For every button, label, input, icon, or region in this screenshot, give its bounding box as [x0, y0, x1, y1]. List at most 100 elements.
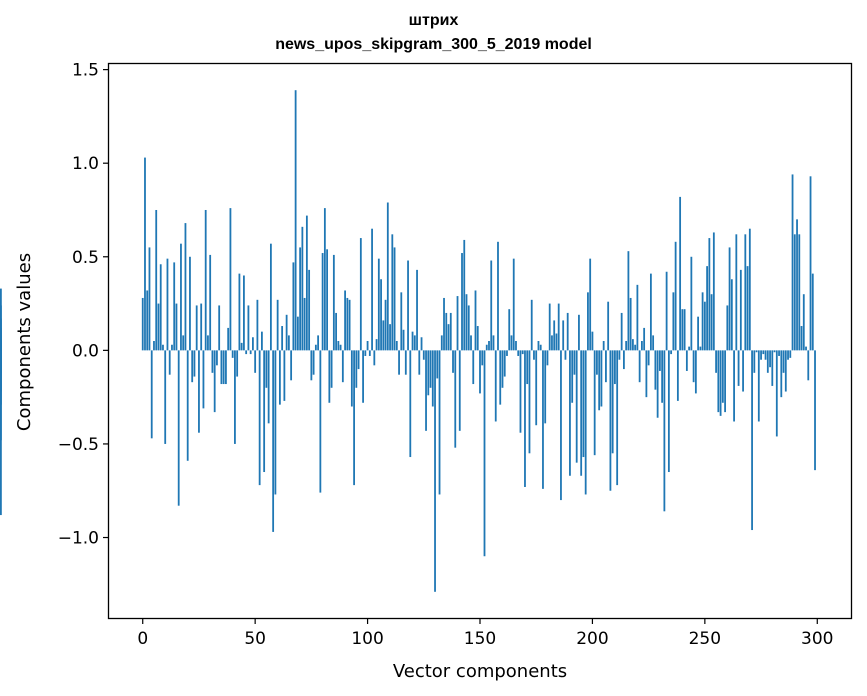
bar-72 [303, 297, 306, 351]
bar-210 [614, 350, 616, 385]
bar-257 [719, 350, 722, 416]
bar-266 [739, 269, 742, 351]
bar-260 [726, 305, 729, 351]
bar-246 [694, 350, 697, 394]
bar-108 [384, 299, 387, 351]
bar-138 [452, 350, 454, 373]
bar-18 [182, 335, 185, 351]
y-tick-label: −0.5 [58, 435, 99, 455]
bar-166 [515, 341, 517, 351]
bar-23 [193, 350, 196, 377]
x-axis-label: Vector components [393, 661, 567, 682]
bar-65 [287, 335, 290, 351]
bar-94 [353, 350, 355, 486]
bar-261 [728, 247, 731, 351]
bar-185 [557, 303, 560, 351]
bar-160 [501, 350, 504, 388]
chart-title-line-1: штрих [408, 12, 459, 29]
bar-79 [319, 350, 322, 493]
bar-265 [737, 350, 740, 386]
bar-8 [159, 264, 162, 351]
bar-99 [364, 350, 367, 356]
bar-76 [312, 350, 315, 375]
bar-218 [632, 339, 634, 351]
bar-171 [526, 350, 529, 385]
bar-29 [207, 335, 209, 351]
bar-193 [575, 350, 578, 463]
bar-67 [292, 262, 295, 351]
bar-213 [620, 312, 623, 351]
bar-16 [177, 350, 180, 506]
bar-125 [422, 350, 425, 360]
bar-287 [787, 350, 789, 360]
bar-20 [186, 350, 189, 461]
bar-107 [382, 320, 385, 351]
bar-series [0, 90, 816, 592]
bar-211 [616, 350, 619, 486]
bar-47 [247, 305, 250, 351]
bar-53 [261, 331, 263, 351]
bar-115 [400, 292, 403, 351]
bar-71 [301, 226, 304, 351]
bar-40 [231, 350, 234, 358]
bar-269 [746, 266, 749, 351]
bar-272 [753, 350, 756, 373]
bar-2 [146, 290, 149, 351]
bar-21 [189, 256, 191, 351]
bar-54 [263, 350, 266, 473]
bar-252 [708, 238, 711, 351]
bar-58 [272, 350, 275, 532]
bar-203 [598, 350, 601, 411]
bar-101 [368, 350, 371, 356]
x-tick-label: 250 [689, 629, 721, 649]
bar-33 [216, 350, 218, 366]
bar-209 [611, 350, 614, 454]
bar-143 [463, 239, 466, 351]
bar-96 [357, 350, 360, 370]
x-tick-label: 200 [576, 629, 608, 649]
bar-276 [762, 350, 765, 355]
bar-263 [733, 350, 735, 422]
bar-180 [546, 350, 549, 366]
bar-17 [180, 243, 182, 351]
bar-165 [512, 258, 515, 351]
bar-202 [596, 350, 598, 375]
bar-81 [323, 208, 326, 351]
bar-157 [494, 350, 497, 422]
y-tick-label: 1.5 [72, 61, 99, 81]
bar-10 [164, 350, 167, 444]
bar-205 [602, 341, 605, 351]
bar-130 [434, 350, 436, 592]
bar-155 [490, 260, 493, 351]
bar-247 [697, 316, 699, 351]
bar-167 [517, 350, 520, 356]
bar-25 [198, 350, 200, 433]
bar-237 [674, 241, 677, 351]
bar-239 [679, 196, 682, 351]
bar-231 [661, 350, 664, 403]
bar-103 [373, 350, 376, 366]
bar-26 [200, 303, 203, 351]
bar-85 [332, 254, 335, 351]
bar-292 [798, 234, 801, 351]
bar-187 [562, 320, 565, 351]
bar-189 [566, 312, 569, 351]
bar-223 [643, 327, 646, 351]
bar-182 [551, 335, 553, 351]
bar-254 [712, 232, 715, 351]
bar-293 [800, 326, 803, 351]
bar-175 [535, 350, 538, 426]
bar-31 [211, 350, 214, 373]
chart-title-line-2: news_upos_skipgram_300_5_2019 model [275, 36, 592, 53]
bar-245 [692, 350, 695, 383]
bar-68 [294, 90, 297, 351]
bar-124 [420, 337, 423, 351]
bar-80 [321, 253, 324, 351]
bar-275 [760, 350, 762, 360]
y-tick-label: 0.5 [72, 248, 99, 268]
bar-6 [155, 209, 158, 351]
bar-4 [150, 350, 153, 439]
bar-192 [573, 350, 576, 375]
bar-12 [168, 350, 171, 375]
bar-270 [748, 228, 751, 351]
